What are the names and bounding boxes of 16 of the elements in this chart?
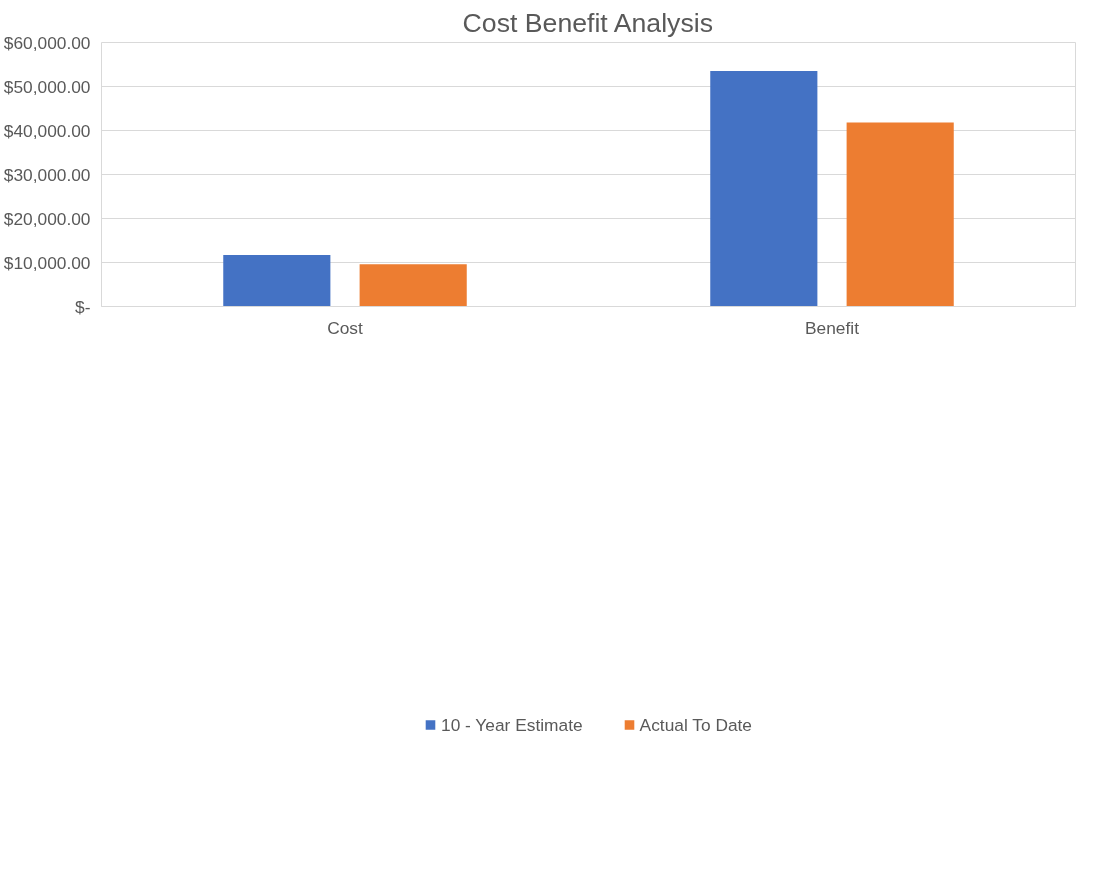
y-tick-label: $- — [75, 296, 91, 317]
legend-label: Actual To Date — [639, 714, 752, 736]
bar — [710, 71, 818, 307]
x-tick-label: Benefit — [805, 317, 860, 338]
legend-label: 10 - Year Estimate — [441, 714, 583, 736]
y-tick-label: $10,000.00 — [3, 252, 91, 273]
bar — [846, 122, 954, 307]
y-tick-label: $60,000.00 — [3, 32, 91, 53]
y-tick-label: $40,000.00 — [3, 120, 91, 141]
chart-title: Cost Benefit Analysis — [462, 7, 713, 38]
y-tick-label: $30,000.00 — [3, 164, 91, 185]
y-tick-label: $50,000.00 — [3, 76, 91, 97]
bar — [359, 264, 467, 307]
x-tick-label: Cost — [327, 317, 363, 338]
bar — [223, 255, 331, 307]
y-tick-label: $20,000.00 — [3, 208, 91, 229]
